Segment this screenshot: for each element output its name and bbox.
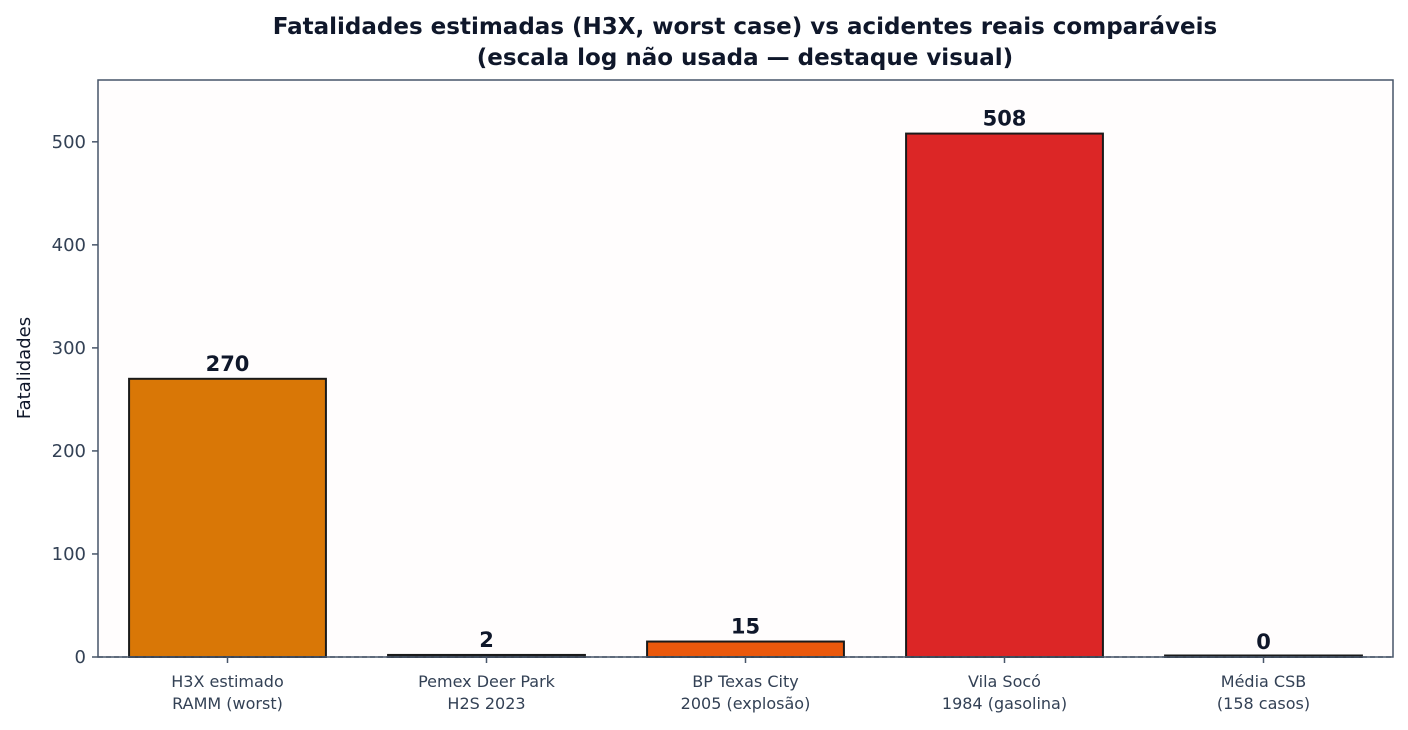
x-axis: H3X estimado RAMM (worst) Pemex Deer Park H… bbox=[171, 657, 1310, 713]
y-axis-label: Fatalidades bbox=[14, 317, 35, 419]
x-tick-label: H2S 2023 bbox=[447, 694, 525, 713]
chart-title-line-2: (escala log não usada — destaque visual) bbox=[476, 45, 1014, 71]
x-tick-label: Pemex Deer Park bbox=[418, 672, 556, 691]
y-axis: 0 100 200 300 400 500 bbox=[52, 132, 98, 668]
y-tick-label: 0 bbox=[75, 647, 86, 668]
y-tick-label: 400 bbox=[52, 235, 86, 256]
y-tick-label: 500 bbox=[52, 132, 86, 153]
bar-value-label: 270 bbox=[206, 352, 250, 376]
chart-title: Fatalidades estimadas (H3X, worst case) … bbox=[0, 12, 1408, 74]
x-tick-label: H3X estimado bbox=[171, 672, 284, 691]
bar-value-label: 15 bbox=[731, 615, 760, 639]
x-tick-label: Vila Socó bbox=[968, 672, 1041, 691]
x-tick-label: BP Texas City bbox=[692, 672, 798, 691]
y-tick-label: 100 bbox=[52, 544, 86, 565]
x-tick-label: Média CSB bbox=[1221, 672, 1306, 691]
x-tick-label: 1984 (gasolina) bbox=[942, 694, 1067, 713]
y-tick-label: 300 bbox=[52, 338, 86, 359]
bar-value-label: 0 bbox=[1256, 630, 1271, 654]
x-tick-label: RAMM (worst) bbox=[172, 694, 283, 713]
value-labels-group: 270 2 15 508 0 bbox=[206, 107, 1271, 654]
x-tick-label: (158 casos) bbox=[1217, 694, 1310, 713]
chart-title-line-1: Fatalidades estimadas (H3X, worst case) … bbox=[272, 14, 1218, 40]
x-tick-label: 2005 (explosão) bbox=[681, 694, 811, 713]
y-tick-label: 200 bbox=[52, 441, 86, 462]
bar bbox=[128, 377, 327, 658]
bar bbox=[905, 132, 1104, 659]
bar bbox=[646, 640, 845, 658]
bar-value-label: 508 bbox=[983, 107, 1027, 131]
bar-value-label: 2 bbox=[479, 628, 494, 652]
